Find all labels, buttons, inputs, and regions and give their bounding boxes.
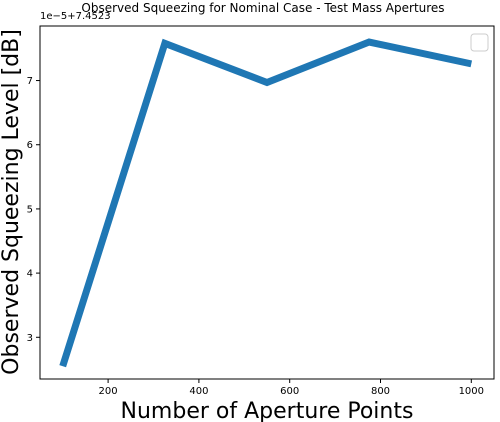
y-tick-label: 6	[27, 140, 33, 151]
y-tick-label: 5	[27, 204, 33, 215]
legend-box	[470, 33, 489, 52]
y-axis-offset-text: 1e−5+7.4523	[40, 11, 111, 22]
x-tick-label: 200	[99, 386, 118, 397]
x-tick-label: 800	[371, 386, 390, 397]
y-axis-label: Observed Squeezing Level [dB]	[0, 29, 24, 375]
y-tick-label: 4	[27, 269, 33, 280]
x-tick-label: 600	[280, 386, 299, 397]
y-axis-ticks: 3 4 5 6 7	[27, 76, 40, 344]
y-tick-label: 7	[27, 76, 33, 87]
x-tick-label: 1000	[459, 386, 484, 397]
series-line-0	[59, 38, 473, 368]
plot-area	[39, 25, 495, 380]
x-axis-ticks: 200 400 600 800 1000	[99, 379, 484, 397]
x-tick-label: 400	[189, 386, 208, 397]
chart-title: Observed Squeezing for Nominal Case - Te…	[81, 1, 444, 15]
x-axis-label: Number of Aperture Points	[121, 399, 414, 422]
y-tick-label: 3	[27, 333, 33, 344]
series-layer	[59, 38, 473, 368]
